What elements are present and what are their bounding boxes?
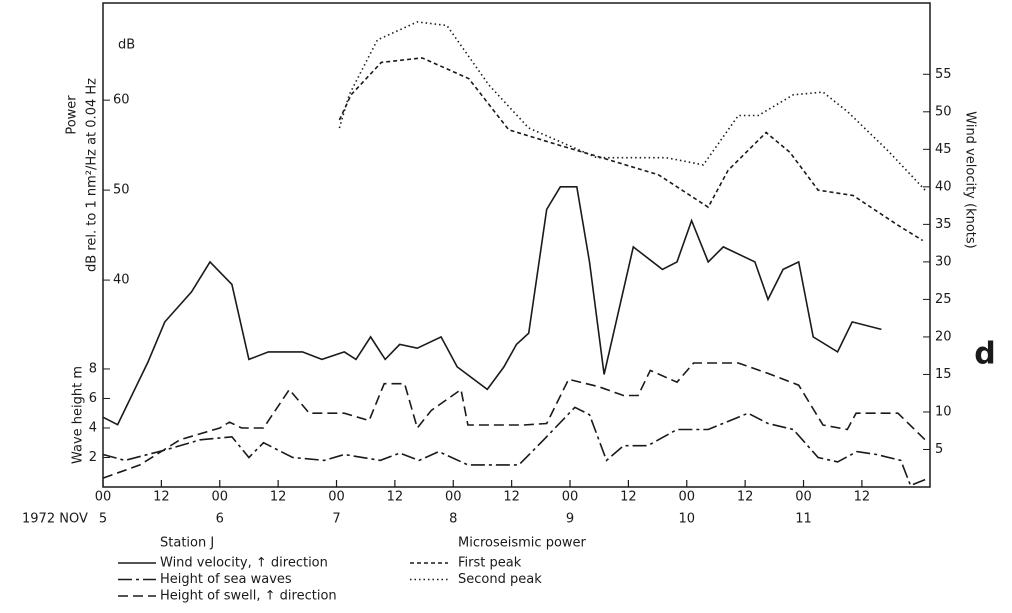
- x-tick-label: 12: [854, 490, 871, 505]
- legend-label: Height of swell, ↑ direction: [160, 589, 337, 604]
- legend-title: Microseismic power: [458, 536, 587, 551]
- date-label: 9: [566, 512, 574, 527]
- y3-tick-label: 2: [89, 450, 97, 465]
- y2-tick-label: 20: [935, 329, 952, 344]
- legend-label: Wind velocity, ↑ direction: [160, 556, 328, 571]
- date-label: 6: [216, 512, 224, 527]
- y-unit: dB: [118, 38, 135, 53]
- date-label: 10: [678, 512, 695, 527]
- y2-label: Wind velocity (knots): [963, 111, 978, 248]
- x-tick-label: 00: [211, 490, 228, 505]
- date-label: 8: [449, 512, 457, 527]
- y3-tick-label: 8: [89, 361, 97, 376]
- y2-tick-label: 50: [935, 104, 952, 119]
- x-tick-label: 12: [737, 490, 754, 505]
- x-tick-label: 12: [620, 490, 637, 505]
- x-tick-label: 12: [153, 490, 170, 505]
- x-tick-label: 00: [562, 490, 579, 505]
- y2-tick-label: 5: [935, 442, 943, 457]
- y3-tick-label: 6: [89, 391, 97, 406]
- y2-tick-label: 10: [935, 404, 952, 419]
- y2-tick-label: 15: [935, 367, 952, 382]
- x-tick-label: 00: [328, 490, 345, 505]
- panel-label: d: [974, 337, 995, 372]
- series-line: [102, 406, 926, 487]
- x-tick-label: 12: [387, 490, 404, 505]
- legend-label: Second peak: [458, 572, 542, 587]
- date-label: 11: [795, 512, 812, 527]
- y3-label: Wave height m: [71, 366, 86, 464]
- x-tick-label: 00: [445, 490, 462, 505]
- y2-tick-label: 55: [935, 67, 952, 82]
- legend-title: Station J: [160, 536, 214, 551]
- y2-tick-label: 30: [935, 254, 952, 269]
- x-tick-label: 00: [95, 490, 112, 505]
- y-label: Power: [65, 95, 80, 135]
- legend-label: First peak: [458, 556, 522, 571]
- y3-tick-label: 4: [89, 420, 97, 435]
- y-tick-label: 60: [113, 93, 130, 108]
- x-tick-label: 00: [678, 490, 695, 505]
- series-line: [338, 21, 926, 191]
- series-line: [102, 362, 926, 479]
- x-tick-label: 00: [795, 490, 812, 505]
- y2-tick-label: 25: [935, 292, 952, 307]
- y-tick-label: 50: [113, 183, 130, 198]
- x-tick-label: 12: [503, 490, 520, 505]
- y-tick-label: 40: [113, 273, 130, 288]
- year-month: 1972 NOV: [22, 512, 88, 527]
- series-line: [338, 57, 924, 242]
- y-label: dB rel. to 1 nm²/Hz at 0.04 Hz: [85, 78, 100, 272]
- y2-tick-label: 45: [935, 142, 952, 157]
- x-tick-label: 12: [270, 490, 287, 505]
- y2-tick-label: 40: [935, 179, 952, 194]
- date-label: 7: [332, 512, 340, 527]
- plot-frame: [102, 2, 931, 488]
- series-line: [102, 186, 882, 426]
- y2-tick-label: 35: [935, 217, 952, 232]
- legend-label: Height of sea waves: [160, 572, 292, 587]
- date-label: 5: [99, 512, 107, 527]
